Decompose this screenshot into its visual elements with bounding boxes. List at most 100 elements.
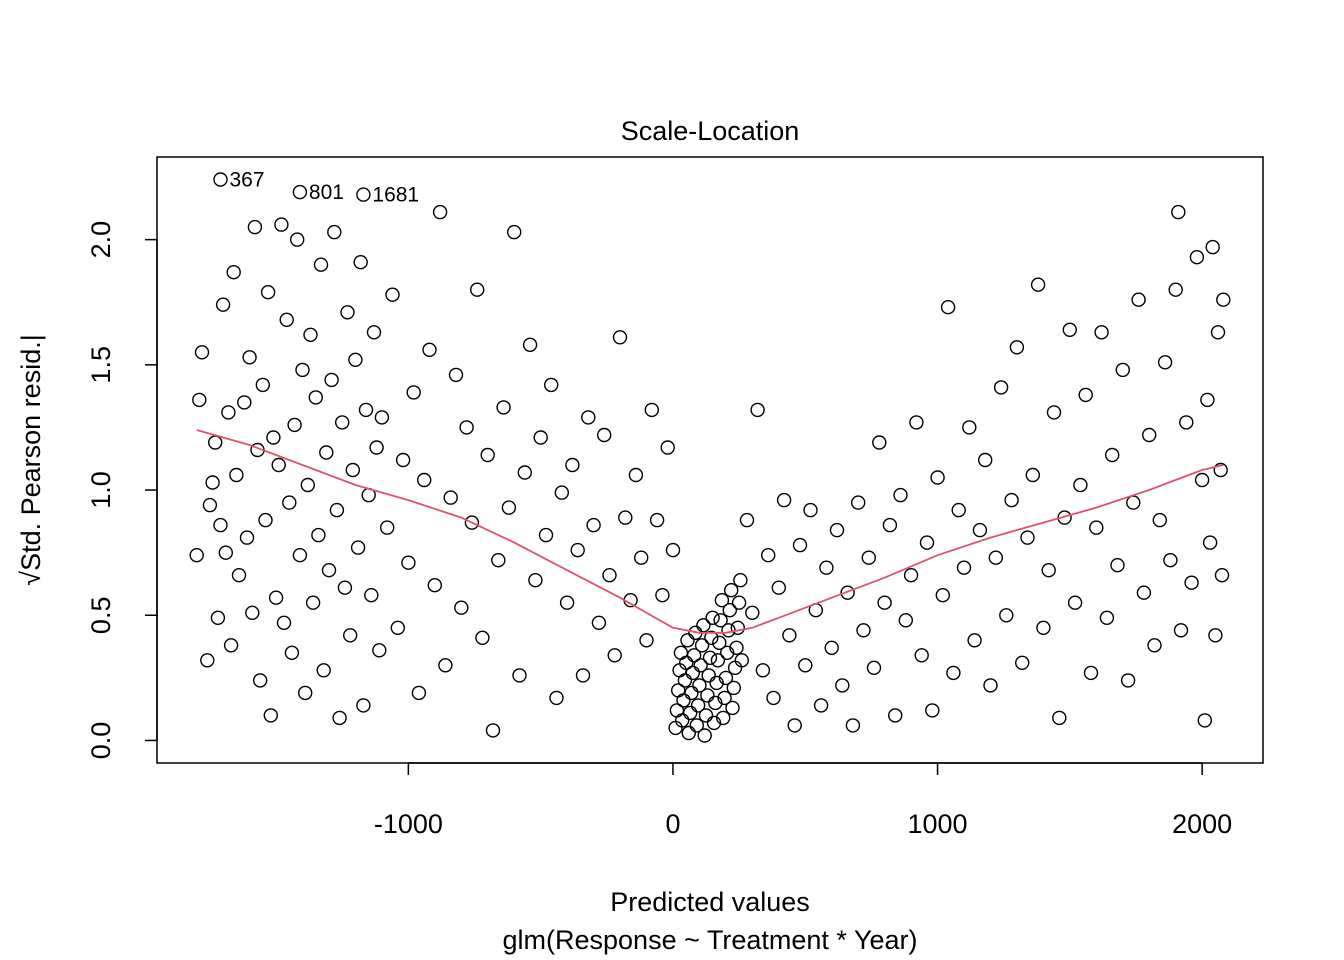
point-id-label: 1681 bbox=[372, 184, 419, 207]
data-point bbox=[501, 500, 517, 515]
data-point bbox=[1200, 392, 1215, 408]
data-point bbox=[722, 603, 737, 618]
data-point bbox=[538, 527, 554, 543]
data-point bbox=[345, 462, 360, 478]
data-point bbox=[427, 578, 442, 593]
data-point bbox=[1020, 530, 1035, 545]
data-point bbox=[872, 435, 887, 450]
data-point bbox=[798, 658, 813, 673]
data-point bbox=[993, 380, 1009, 395]
data-point bbox=[792, 537, 808, 553]
data-point bbox=[729, 640, 744, 655]
data-point bbox=[1073, 477, 1088, 493]
data-point bbox=[787, 718, 802, 733]
data-point bbox=[1213, 462, 1228, 478]
y-axis: 0.0 0.5 1.0 1.5 2.0 bbox=[86, 221, 158, 759]
x-tick-label: 1000 bbox=[908, 809, 968, 839]
data-point bbox=[215, 297, 231, 312]
y-tick-label: 2.0 bbox=[86, 221, 116, 259]
data-point bbox=[1030, 277, 1046, 292]
data-point bbox=[348, 352, 363, 367]
data-point bbox=[237, 395, 252, 410]
data-point bbox=[649, 512, 665, 528]
data-point bbox=[720, 645, 735, 660]
x-tick-label: 2000 bbox=[1172, 809, 1232, 839]
data-point bbox=[999, 608, 1014, 623]
data-point bbox=[845, 718, 861, 733]
data-point bbox=[1152, 512, 1168, 528]
data-point bbox=[374, 410, 390, 425]
data-point bbox=[464, 515, 480, 530]
data-point bbox=[1157, 355, 1173, 370]
data-point bbox=[683, 705, 698, 721]
data-point bbox=[279, 312, 294, 327]
data-point bbox=[877, 595, 892, 610]
x-axis: -1000 0 1000 2000 bbox=[374, 762, 1232, 839]
data-point bbox=[432, 204, 448, 220]
data-point bbox=[353, 255, 368, 270]
y-axis-label: √Std. Pearson resid.| bbox=[16, 334, 46, 585]
data-point bbox=[544, 377, 559, 393]
data-point bbox=[533, 430, 548, 445]
data-point bbox=[475, 630, 490, 645]
data-point bbox=[686, 648, 702, 663]
data-point bbox=[1210, 325, 1226, 340]
data-point bbox=[1141, 427, 1157, 443]
data-point bbox=[685, 665, 700, 681]
data-point bbox=[192, 392, 207, 408]
data-point bbox=[734, 653, 749, 668]
data-point bbox=[1136, 585, 1152, 600]
data-point bbox=[271, 457, 286, 473]
data-point bbox=[704, 630, 719, 645]
data-point bbox=[496, 400, 511, 415]
data-point bbox=[554, 485, 569, 500]
data-point bbox=[1202, 535, 1218, 550]
data-point bbox=[218, 545, 234, 560]
data-point bbox=[675, 713, 690, 728]
data-point bbox=[358, 402, 374, 418]
data-point bbox=[840, 585, 855, 600]
x-tick-label: 0 bbox=[665, 809, 680, 839]
data-point bbox=[919, 535, 935, 550]
data-point bbox=[308, 390, 323, 405]
data-point bbox=[679, 655, 694, 670]
data-point bbox=[565, 457, 580, 473]
data-point bbox=[639, 633, 654, 648]
data-point bbox=[712, 635, 727, 650]
data-point bbox=[607, 648, 622, 663]
data-point bbox=[1197, 713, 1213, 728]
data-point bbox=[813, 698, 829, 713]
data-point bbox=[717, 690, 732, 706]
data-point bbox=[1015, 655, 1030, 670]
point-id-label: 367 bbox=[230, 169, 265, 192]
labeled-point bbox=[356, 187, 371, 202]
data-point bbox=[305, 595, 321, 610]
data-point bbox=[967, 633, 982, 648]
data-point bbox=[1099, 610, 1115, 625]
y-tick-label: 1.0 bbox=[86, 471, 116, 509]
data-point bbox=[940, 300, 956, 315]
data-point bbox=[1216, 292, 1231, 307]
data-point bbox=[731, 595, 747, 610]
data-point bbox=[935, 588, 950, 603]
data-point bbox=[668, 720, 683, 736]
data-point bbox=[300, 477, 315, 493]
data-point bbox=[673, 645, 689, 660]
data-point bbox=[930, 470, 945, 485]
data-point bbox=[401, 555, 416, 570]
data-point bbox=[485, 723, 501, 738]
data-point bbox=[730, 620, 745, 635]
data-point bbox=[591, 615, 607, 630]
chart-title: Scale-Location bbox=[621, 116, 800, 146]
data-point bbox=[316, 663, 331, 678]
data-point bbox=[274, 217, 289, 232]
data-point bbox=[694, 638, 710, 653]
data-point bbox=[422, 342, 437, 357]
data-point bbox=[681, 725, 696, 741]
data-point bbox=[824, 640, 839, 655]
data-point bbox=[726, 680, 741, 696]
data-point bbox=[292, 548, 308, 563]
data-point bbox=[951, 502, 966, 518]
data-point bbox=[1041, 563, 1056, 578]
data-point bbox=[861, 550, 876, 565]
